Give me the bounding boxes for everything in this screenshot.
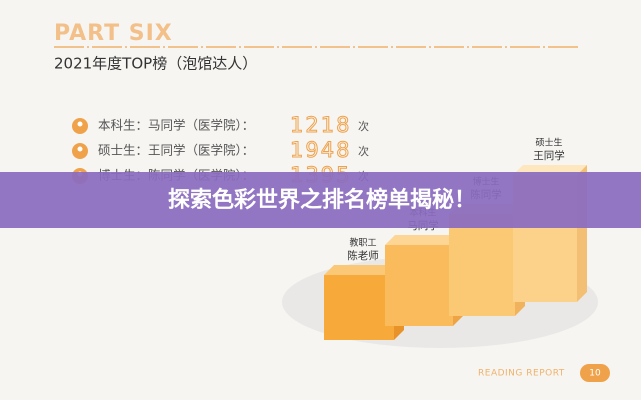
row-count: 1218: [290, 113, 351, 137]
row-unit: 次: [358, 144, 369, 158]
podium-front: [449, 214, 515, 316]
row-label: 本科生：马同学（医学院）：: [98, 118, 254, 133]
row-count: 1948: [290, 138, 351, 162]
podium-front: [385, 245, 453, 326]
row-label: 硕士生：王同学（医学院）：: [98, 143, 254, 158]
podium-front: [324, 275, 394, 340]
page-pill: [580, 364, 610, 382]
page-title: 2021年度TOP榜（泡馆达人）: [54, 55, 257, 73]
row-unit: 次: [358, 119, 369, 133]
row-icon-head: [77, 121, 83, 127]
banner-text: 探索色彩世界之排名榜单揭秘！: [168, 187, 476, 213]
footer-label: READING REPORT: [478, 369, 565, 379]
podium-name: 陈老师: [347, 249, 379, 262]
podium-role: 教职工: [349, 237, 376, 249]
podium-top: [324, 265, 404, 275]
row-icon-head: [77, 146, 83, 152]
podium-role: 硕士生: [535, 137, 562, 149]
page-number: 10: [589, 369, 601, 379]
podium-name: 王同学: [533, 149, 565, 162]
banner: [0, 172, 641, 228]
podium-top: [385, 235, 463, 245]
part-heading: PART SIX: [54, 21, 173, 46]
